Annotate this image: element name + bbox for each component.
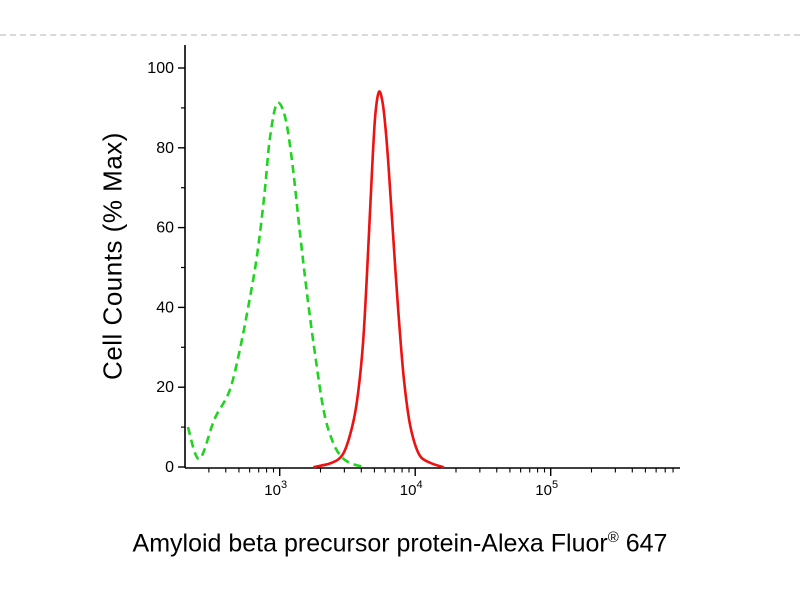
y-tick-label: 100 bbox=[147, 60, 174, 77]
registered-trademark-symbol: ® bbox=[607, 529, 619, 546]
x-axis-title-text: Amyloid beta precursor protein-Alexa Flu… bbox=[132, 529, 608, 558]
green-dashed-curve bbox=[186, 101, 365, 469]
red-solid-curve bbox=[313, 90, 445, 469]
y-tick-label: 60 bbox=[156, 220, 174, 237]
top-separator-line bbox=[0, 34, 800, 36]
y-tick-label: 40 bbox=[156, 299, 174, 316]
x-tick-label: 104 bbox=[400, 479, 423, 499]
y-tick-label: 20 bbox=[156, 379, 174, 396]
x-tick-label: 105 bbox=[535, 479, 558, 499]
x-axis-title-suffix: 647 bbox=[618, 529, 668, 558]
y-axis-title: Cell Counts (% Max) bbox=[97, 132, 128, 380]
y-tick-label: 80 bbox=[156, 140, 174, 157]
x-tick-label: 103 bbox=[264, 479, 287, 499]
x-axis-title: Amyloid beta precursor protein-Alexa Flu… bbox=[50, 529, 750, 558]
y-tick-label: 0 bbox=[165, 459, 174, 476]
